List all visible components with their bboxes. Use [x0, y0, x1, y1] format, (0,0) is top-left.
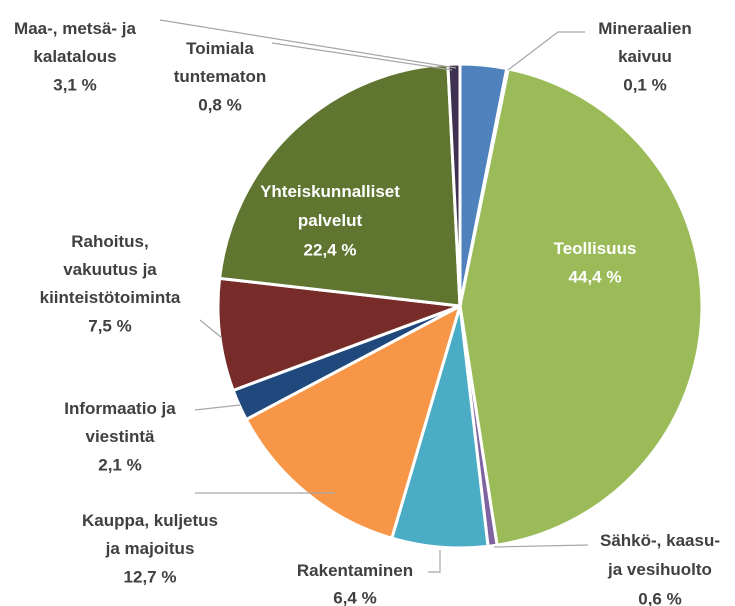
- leader-line: [271, 42, 453, 71]
- leader-line: [507, 31, 585, 71]
- category-label: Maa-, metsä- ja kalatalous: [14, 19, 136, 66]
- category-label: Rahoitus, vakuutus ja kiinteistötoiminta: [40, 232, 181, 307]
- value-label: 6,4 %: [333, 588, 376, 606]
- category-label: Teollisuus: [554, 239, 637, 258]
- pie-slice: [458, 67, 704, 547]
- leader-line: [159, 19, 457, 69]
- category-label: Yhteiskunnalliset palvelut: [260, 182, 400, 230]
- category-label: Toimiala tuntematon: [174, 39, 267, 86]
- value-label: 0,8 %: [198, 95, 241, 114]
- value-label: 22,4 %: [304, 240, 357, 259]
- value-label: 2,1 %: [98, 455, 141, 474]
- value-label: 7,5 %: [88, 316, 131, 335]
- value-label: 44,4 %: [569, 267, 622, 286]
- leader-line: [199, 319, 223, 339]
- value-label: 3,1 %: [53, 75, 96, 94]
- leader-line: [493, 544, 589, 548]
- pie-slice: [217, 62, 462, 308]
- pie-slice: [446, 62, 462, 307]
- leader-line: [428, 550, 441, 573]
- category-label: Sähkö-, kaasu-ja vesihuolto: [600, 531, 720, 579]
- value-label: 12,7 %: [124, 567, 177, 586]
- category-label: Informaatio ja viestintä: [64, 399, 176, 446]
- category-label: Kauppa, kuljetus ja majoitus: [82, 511, 218, 558]
- value-label: 0,6 %: [638, 589, 681, 606]
- pie-slice: [216, 276, 461, 393]
- category-label: Rakentaminen: [297, 561, 413, 580]
- category-label: Mineraalien kaivuu: [598, 19, 692, 66]
- leader-line: [194, 404, 241, 411]
- value-label: 0,1 %: [623, 75, 666, 94]
